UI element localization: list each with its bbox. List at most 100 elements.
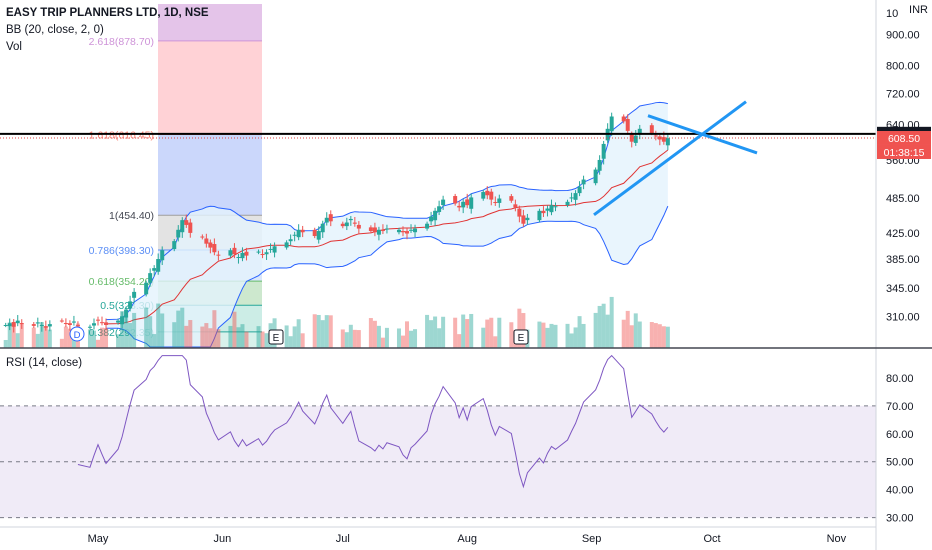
volume-bar: [47, 329, 52, 348]
candle-body: [597, 159, 602, 171]
time-tick-label: Aug: [457, 533, 477, 545]
candle-body: [376, 229, 381, 235]
candle-body: [15, 320, 20, 324]
currency-badge[interactable]: INR: [909, 4, 928, 16]
candle-body: [284, 242, 289, 248]
candle-body: [75, 325, 80, 327]
candle-body: [240, 252, 245, 259]
rsi-legend[interactable]: RSI (14, close): [6, 357, 83, 369]
rsi-tick-label: 70.00: [886, 401, 914, 413]
candle-body: [541, 210, 546, 214]
volume-bar: [485, 319, 490, 348]
volume-bar: [124, 316, 129, 348]
volume-bar: [549, 323, 554, 348]
volume-bar: [597, 305, 602, 348]
volume-bar: [180, 307, 185, 348]
volume-bar: [132, 312, 137, 348]
volume-bar: [425, 314, 430, 348]
volume-bar: [581, 323, 586, 348]
candle-body: [601, 143, 606, 159]
candlesticks[interactable]: [3, 112, 670, 333]
volume-bar: [541, 322, 546, 348]
rsi-line: [77, 354, 669, 489]
candle-body: [441, 199, 446, 206]
volume-bar: [116, 334, 121, 348]
candle-body: [629, 134, 634, 142]
currency-label: INR: [909, 4, 928, 16]
bb-legend[interactable]: BB (20, close, 2, 0): [6, 24, 104, 36]
earnings-marker-label: E: [273, 333, 280, 344]
volume-bar: [437, 328, 442, 348]
candle-body: [244, 251, 249, 256]
volume-bar: [67, 328, 72, 348]
price-tick-label-top: 10: [886, 8, 898, 20]
volume-bar: [340, 329, 345, 348]
volume-bar: [605, 314, 610, 348]
volume-bar: [11, 323, 16, 348]
candle-body: [120, 316, 125, 325]
volume-bar: [629, 325, 634, 348]
candle-body: [184, 220, 189, 225]
candle-body: [256, 251, 261, 253]
candle-body: [35, 322, 40, 324]
candle-body: [429, 216, 434, 222]
volume-bar: [661, 326, 666, 348]
candle-body: [272, 246, 277, 253]
volume-bar: [637, 321, 642, 348]
symbol-legend[interactable]: EASY TRIP PLANNERS LTD, 1D, NSE: [6, 7, 209, 19]
candle-body: [465, 199, 470, 206]
falling-trendline: [647, 114, 758, 155]
candle-body: [200, 236, 205, 238]
vol-legend[interactable]: Vol: [6, 41, 22, 53]
fib-zone-0: [158, 4, 262, 41]
candle-body: [481, 192, 486, 199]
candle-body: [485, 190, 490, 196]
volume-bar: [96, 339, 100, 348]
volume-bar: [609, 296, 614, 348]
rsi-tick-label: 30.00: [886, 513, 914, 525]
candle-body: [144, 282, 149, 295]
candle-body: [39, 324, 44, 326]
volume-bar: [240, 324, 245, 348]
candle-body: [87, 326, 92, 328]
candle-body: [521, 215, 526, 224]
volume-bar: [493, 336, 498, 348]
candle-body: [425, 223, 430, 229]
candle-body: [405, 231, 410, 234]
volume-bar: [212, 310, 217, 348]
volume-bar: [296, 319, 301, 348]
price-badge-label: 608.50: [888, 133, 920, 145]
drawings[interactable]: E ED: [0, 100, 876, 345]
price-badge: [877, 144, 931, 159]
candle-body: [372, 227, 377, 233]
volume-bar: [553, 324, 558, 348]
volume-bar: [328, 315, 333, 348]
candle-body: [489, 191, 494, 200]
time-tick-label: May: [88, 533, 109, 545]
volume-bar: [43, 326, 48, 348]
candle-body: [469, 197, 474, 209]
time-tick-label: Sep: [582, 533, 602, 545]
volume-bar: [489, 317, 494, 348]
candle-body: [47, 324, 52, 327]
candle-body: [312, 229, 317, 237]
candle-body: [288, 239, 293, 242]
volume-bar: [352, 329, 357, 348]
candle-body: [320, 223, 325, 233]
candle-body: [356, 224, 361, 229]
volume-bar: [300, 333, 305, 348]
dividend-marker-label: D: [74, 330, 81, 341]
volume-bar: [35, 333, 40, 348]
volume-bar: [59, 338, 64, 348]
volume-bar: [128, 322, 133, 348]
candle-body: [581, 179, 586, 185]
candle-body: [621, 116, 626, 122]
time-tick-label: Nov: [827, 533, 847, 545]
candle-body: [232, 247, 237, 255]
volume-bar: [653, 323, 658, 348]
earnings-marker: [268, 329, 284, 345]
volume-bar: [657, 324, 662, 348]
candle-body: [625, 118, 630, 131]
volume-bar: [545, 327, 550, 348]
